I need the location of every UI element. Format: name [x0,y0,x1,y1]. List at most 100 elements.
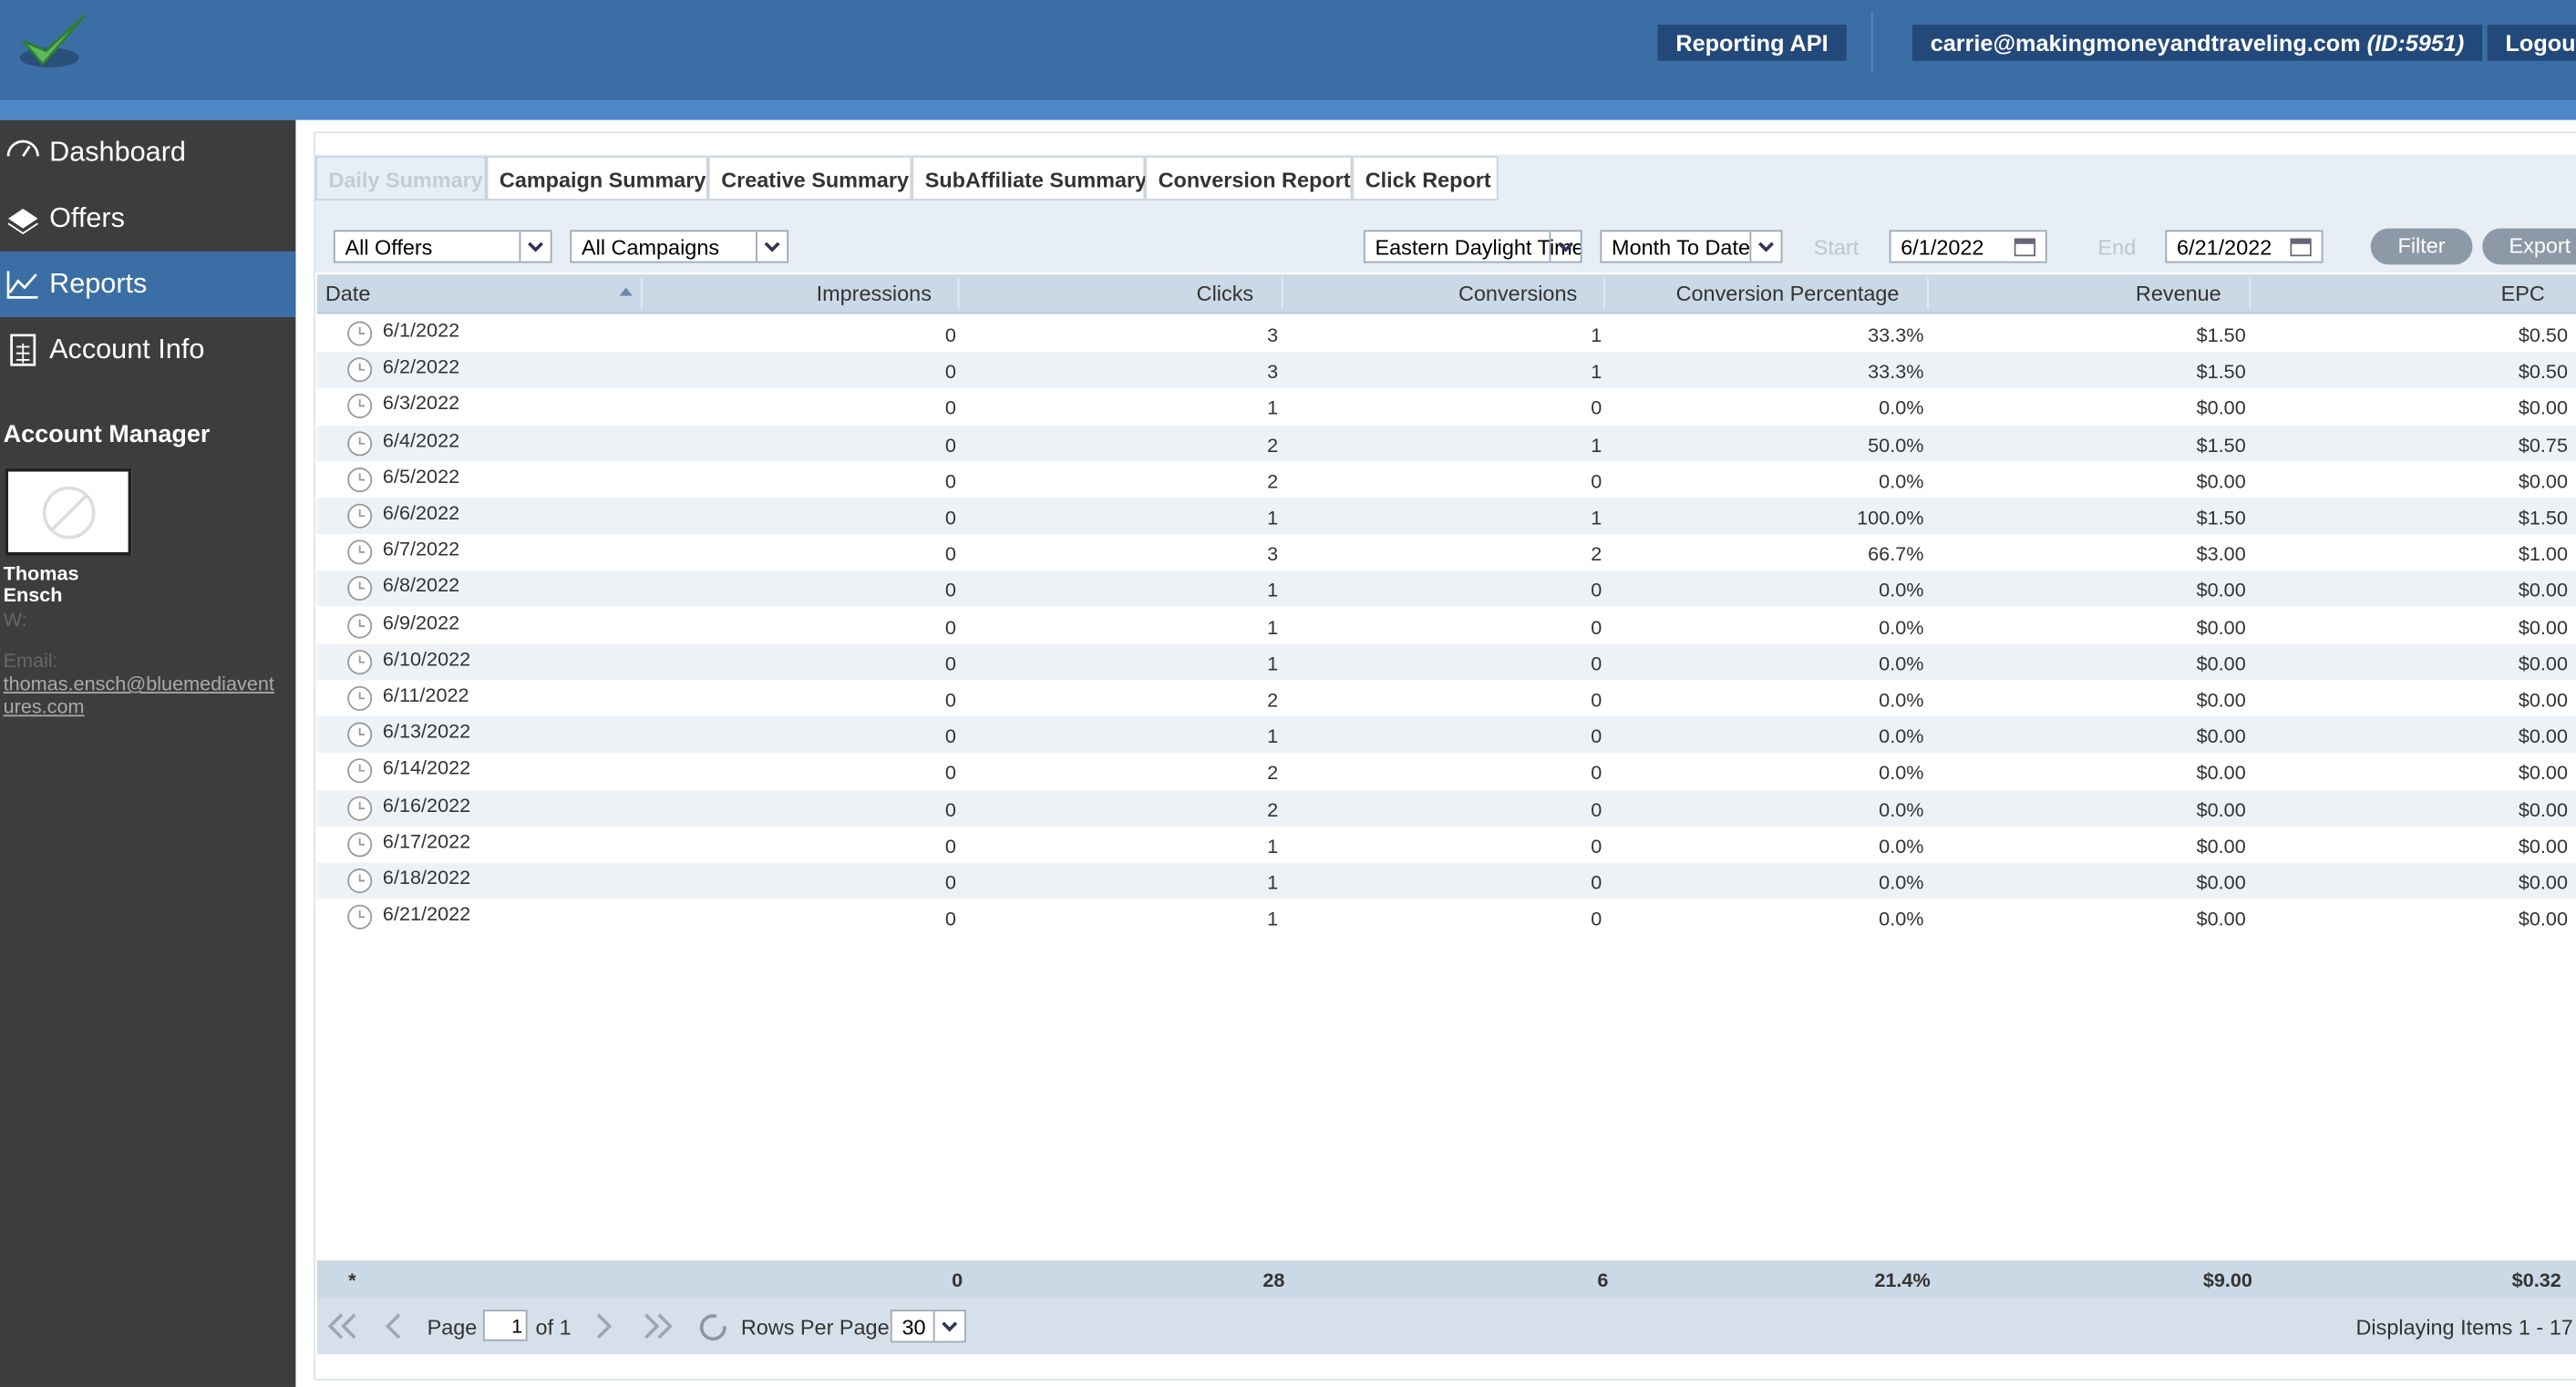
dropdown-arrow [1749,231,1774,262]
totals-cell: 0 [952,1269,963,1292]
start-date-input[interactable]: 6/1/2022 [1889,230,2047,263]
value-cell: 3 [1267,360,1279,384]
clock-icon[interactable] [346,758,373,785]
clock-icon[interactable] [346,321,373,347]
tab[interactable]: Daily Summary [315,156,487,201]
clock-icon[interactable] [346,539,373,566]
value-cell: 0.0% [1879,579,1924,602]
table-row [316,826,2576,863]
timezone-select[interactable]: Eastern Daylight Time [1363,230,1582,263]
period-select[interactable]: Month To Date [1600,230,1783,263]
campaigns-select[interactable]: All Campaigns [570,230,789,263]
clock-icon[interactable] [346,612,373,639]
account-manager-heading: Account Manager [3,420,211,449]
date-cell: 6/3/2022 [382,391,460,416]
end-date: 6/21/2022 [2177,234,2272,260]
page-input[interactable]: 1 [482,1310,528,1341]
rows-per-page-label: Rows Per Page: [740,1314,896,1340]
column-header[interactable]: Conversion Percentage [1675,281,1900,306]
clock-icon[interactable] [346,649,373,675]
export-button[interactable]: Export [2482,228,2576,265]
value-cell: $0.00 [2196,615,2246,639]
value-cell: 1 [1267,579,1279,602]
clock-icon[interactable] [346,904,373,930]
value-cell: $0.00 [2518,469,2568,493]
value-cell: 1 [1591,433,1602,457]
calendar-icon[interactable] [2290,237,2312,257]
dropdown-arrow [756,231,780,262]
clock-icon[interactable] [346,503,373,529]
clock-icon[interactable] [346,576,373,602]
logo[interactable] [13,8,92,80]
clock-icon[interactable] [346,868,373,894]
offers-select[interactable]: All Offers [333,230,552,263]
value-cell: 50.0% [1868,433,1924,457]
tab[interactable]: Campaign Summary [486,156,708,201]
column-header[interactable]: Revenue [2135,281,2221,306]
sidebar [0,119,296,1387]
nav-item[interactable]: Reports [0,251,296,318]
tab[interactable]: Click Report [1352,156,1499,201]
date-cell: 6/6/2022 [382,501,460,525]
manager-email[interactable]: thomas.ensch@bluemediaventures.com [3,672,274,719]
value-cell: 1 [1591,324,1602,347]
value-cell: 2 [1267,688,1279,712]
clock-icon[interactable] [346,467,373,493]
rows-per-page-value: 30 [902,1314,926,1340]
column-header[interactable]: Conversions [1458,281,1578,306]
logout-button[interactable]: Logout [2487,25,2576,61]
table-row [316,388,2576,425]
value-cell: 3 [1267,542,1279,566]
value-cell: $0.50 [2518,360,2568,384]
user-account-button[interactable]: carrie@makingmoneyandtraveling.com (ID:5… [1911,25,2483,61]
clock-icon[interactable] [346,722,373,748]
table-row [316,607,2576,644]
value-cell: 0.0% [1879,834,1924,858]
value-cell: 0 [944,396,956,420]
page-count: of 1 [535,1314,572,1340]
filter-button[interactable]: Filter [2370,228,2473,265]
table-row [316,862,2576,899]
nav-item[interactable]: Dashboard [0,120,295,186]
value-cell: 0 [1591,724,1602,748]
column-header[interactable]: Date [325,281,371,306]
clock-icon[interactable] [346,685,373,712]
date-cell: 6/8/2022 [382,574,460,598]
value-cell: 0 [944,433,956,457]
tab[interactable]: SubAffiliate Summary [912,156,1147,201]
tab[interactable]: Creative Summary [707,156,912,201]
column-header[interactable]: Impressions [816,281,932,306]
value-cell: 0 [1591,834,1602,858]
value-cell: $0.00 [2196,469,2246,493]
clock-icon[interactable] [346,430,373,457]
column-header[interactable]: EPC [2500,281,2545,306]
clock-icon[interactable] [346,394,373,420]
value-cell: $0.00 [2518,870,2568,894]
clock-icon[interactable] [346,831,373,858]
column-header[interactable]: Clicks [1196,281,1254,306]
value-cell: 33.3% [1868,324,1924,347]
nav-item[interactable]: Offers [0,186,295,252]
value-cell: 0 [944,579,956,602]
date-cell: 6/17/2022 [382,829,471,853]
value-cell: $0.00 [2196,761,2246,785]
nav-item[interactable]: Account Info [0,317,295,383]
value-cell: $0.00 [2196,396,2246,420]
page-label: Page [427,1314,478,1340]
rows-per-page-select[interactable]: 30 [890,1310,966,1343]
offers-value: All Offers [345,234,433,260]
value-cell: 0 [944,324,956,347]
clock-icon[interactable] [346,357,373,384]
reporting-api-button[interactable]: Reporting API [1657,25,1847,61]
value-cell: 1 [1267,870,1279,894]
value-cell: 0 [1591,396,1602,420]
clock-icon[interactable] [346,795,373,821]
calendar-icon[interactable] [2014,237,2036,257]
value-cell: 0 [1591,579,1602,602]
pager-bar [316,1298,2576,1354]
end-date-input[interactable]: 6/21/2022 [2165,230,2324,263]
tab[interactable]: Conversion Report [1145,156,1353,201]
table-row [316,570,2576,608]
